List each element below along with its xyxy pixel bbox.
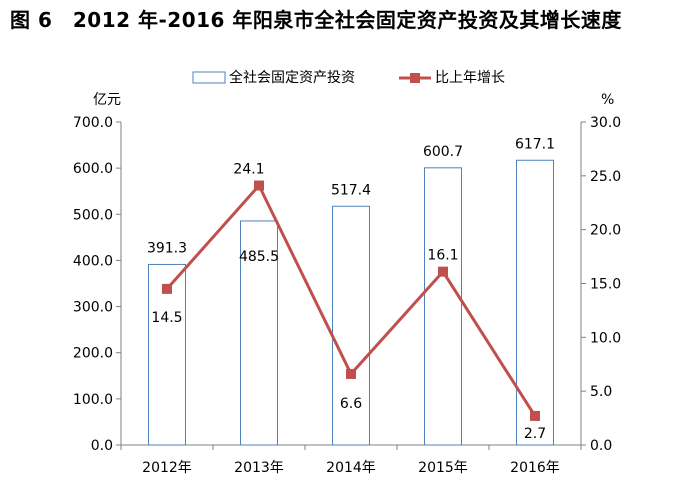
legend-label-investment: 全社会固定资产投资 [229,69,355,86]
right-tick-label: 10.0 [590,330,621,346]
right-tick-label: 30.0 [590,115,621,131]
bar-value-label: 485.5 [239,249,279,265]
right-tick-label: 20.0 [590,223,621,239]
legend-label-growth: 比上年增长 [435,70,505,86]
x-tick-label: 2014年 [326,460,376,476]
left-tick-label: 600.0 [73,161,113,177]
left-tick-label: 0.0 [91,438,113,454]
bar [240,220,278,446]
legend-swatch-investment [192,71,226,84]
left-tick-label: 100.0 [73,392,113,408]
left-axis-unit: 亿元 [93,92,121,108]
legend-marker-growth [410,73,420,83]
left-tick-label: 300.0 [73,300,113,316]
legend: 全社会固定资产投资 比上年增长 [192,69,505,86]
left-tick-label: 500.0 [73,207,113,223]
growth-marker [438,266,448,277]
line-value-label: 14.5 [151,310,182,326]
growth-marker [530,410,540,421]
bar [516,159,554,446]
bars [148,159,554,446]
line-value-label: 24.1 [233,162,264,178]
growth-line [162,180,540,421]
x-tick-label: 2015年 [418,460,468,476]
growth-marker [254,180,264,191]
line-value-label: 16.1 [427,248,458,264]
left-tick-label: 400.0 [73,253,113,269]
right-tick-label: 0.0 [590,438,612,454]
bar-value-label: 517.4 [331,182,371,198]
x-tick-label: 2013年 [234,460,284,476]
bar [148,263,186,446]
right-tick-label: 25.0 [590,169,621,185]
growth-marker [346,368,356,379]
bar-value-label: 617.1 [515,136,555,152]
line-value-label: 2.7 [524,426,546,442]
data-labels: 391.3 485.5 517.4 600.7 617.1 14.5 24.1 6.6 16.1… [147,136,555,442]
line-value-label: 6.6 [340,396,362,412]
x-tick-label: 2012年 [142,460,192,476]
right-axis-unit: % [601,92,614,108]
right-tick-label: 5.0 [590,384,612,400]
left-tick-label: 700.0 [73,115,113,131]
bar [332,205,370,446]
growth-marker [162,283,172,294]
chart-title: 图 6 2012 年-2016 年阳泉市全社会固定资产投资及其增长速度 [10,8,622,32]
left-tick-label: 200.0 [73,346,113,362]
x-tick-label: 2016年 [510,460,560,476]
bar [424,167,462,446]
bar-value-label: 600.7 [423,144,463,160]
bar-value-label: 391.3 [147,240,187,256]
right-tick-label: 15.0 [590,277,621,293]
axes: 0.0 100.0 200.0 300.0 400.0 500.0 600.0 700.0 0.… [73,115,621,476]
